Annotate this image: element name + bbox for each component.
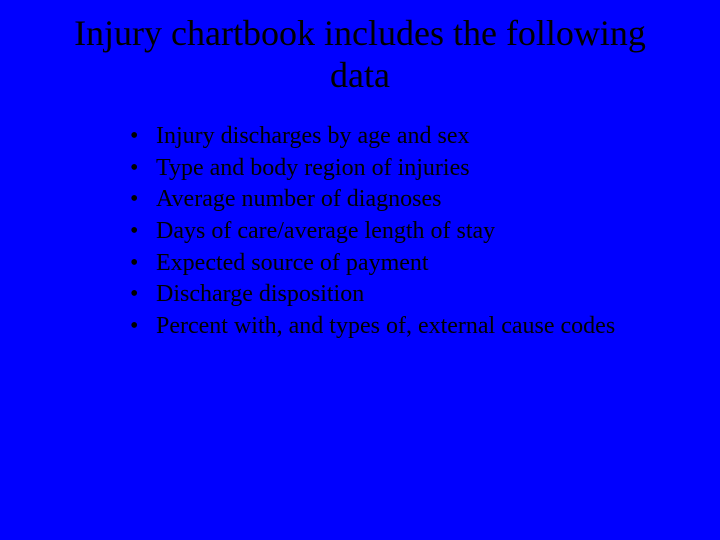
list-item: Injury discharges by age and sex xyxy=(130,121,680,153)
list-item: Expected source of payment xyxy=(130,248,680,280)
list-item: Discharge disposition xyxy=(130,279,680,311)
list-item: Percent with, and types of, external cau… xyxy=(130,311,680,343)
list-item: Days of care/average length of stay xyxy=(130,216,680,248)
list-item: Type and body region of injuries xyxy=(130,153,680,185)
slide-title: Injury chartbook includes the following … xyxy=(40,12,680,97)
list-item: Average number of diagnoses xyxy=(130,184,680,216)
bullet-list: Injury discharges by age and sex Type an… xyxy=(40,121,680,343)
slide: Injury chartbook includes the following … xyxy=(0,0,720,540)
